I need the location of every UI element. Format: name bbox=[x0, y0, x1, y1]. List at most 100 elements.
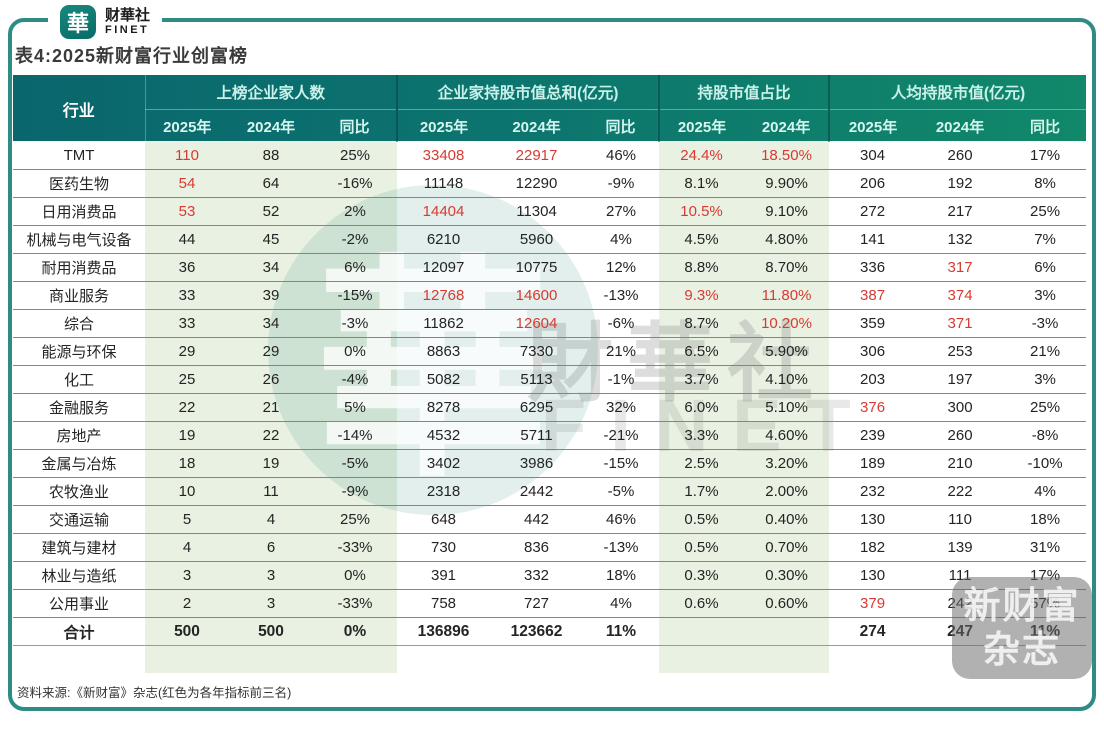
industry-cell: 日用消费品 bbox=[13, 197, 145, 226]
value-cell: 260 bbox=[916, 142, 1005, 170]
value-cell: 371 bbox=[916, 309, 1005, 338]
value-cell: 31% bbox=[1004, 533, 1087, 562]
value-cell: -3% bbox=[1004, 309, 1087, 338]
value-cell: 242 bbox=[916, 589, 1005, 618]
value-cell: 4% bbox=[583, 225, 660, 254]
value-cell: 6% bbox=[313, 253, 397, 282]
value-cell: 758 bbox=[397, 589, 490, 618]
value-cell: 387 bbox=[829, 281, 917, 310]
value-cell: 3 bbox=[145, 561, 229, 590]
value-cell: 206 bbox=[829, 169, 917, 198]
value-cell: 46% bbox=[583, 505, 660, 534]
table-row: 交通运输 5 4 25% 648 442 46% 0.5% 0.40% 130 110 18% bbox=[13, 505, 1087, 534]
value-cell: 52 bbox=[229, 197, 313, 226]
value-cell: 376 bbox=[829, 393, 917, 422]
value-cell: 110 bbox=[916, 505, 1005, 534]
year-header: 2025年 bbox=[658, 109, 745, 142]
value-cell: 139 bbox=[916, 533, 1005, 562]
total-row: 合计 500 500 0% 136896 123662 11% 274 247 11% bbox=[13, 617, 1087, 646]
value-cell: 2442 bbox=[490, 477, 583, 506]
group-header-entrepreneur-count: 上榜企业家人数 bbox=[144, 75, 397, 110]
value-cell: 111 bbox=[916, 561, 1005, 590]
value-cell: 18 bbox=[145, 449, 229, 478]
value-cell: 8.7% bbox=[659, 309, 745, 338]
value-cell: 25% bbox=[313, 505, 397, 534]
value-cell: 1.7% bbox=[659, 477, 745, 506]
year-header: 2025年 bbox=[144, 109, 229, 142]
group-header-value-share: 持股市值占比 bbox=[658, 75, 830, 110]
value-cell: 25% bbox=[1004, 393, 1087, 422]
value-cell: 24.4% bbox=[659, 142, 745, 170]
value-cell: 10775 bbox=[490, 253, 583, 282]
industry-cell: 金融服务 bbox=[13, 393, 145, 422]
value-cell: 0% bbox=[313, 617, 397, 646]
value-cell: 2 bbox=[145, 589, 229, 618]
value-cell: 5 bbox=[145, 505, 229, 534]
value-cell: 4% bbox=[1004, 477, 1087, 506]
table-row: 商业服务 33 39 -15% 12768 14600 -13% 9.3% 11.80% 387 3… bbox=[13, 281, 1087, 310]
year-header: 2024年 bbox=[246, 118, 296, 136]
value-cell: 4 bbox=[229, 505, 313, 534]
value-cell: 33 bbox=[145, 281, 229, 310]
value-cell: 33 bbox=[145, 309, 229, 338]
table-header: 行业 上榜企业家人数 企业家持股市值总和(亿元) 持股市值占比 人均持股市值(亿… bbox=[13, 75, 1087, 142]
value-cell: 836 bbox=[490, 533, 583, 562]
value-cell: 304 bbox=[829, 142, 917, 170]
value-cell: 272 bbox=[829, 197, 917, 226]
table-row: 公用事业 2 3 -33% 758 727 4% 0.6% 0.60% 379 242 57% bbox=[13, 589, 1087, 618]
value-cell: 2.5% bbox=[659, 449, 745, 478]
value-cell: 12290 bbox=[490, 169, 583, 198]
industry-cell: 房地产 bbox=[13, 421, 145, 450]
value-cell: 0.3% bbox=[659, 561, 745, 590]
value-cell: 3% bbox=[1004, 365, 1087, 394]
year-header: 同比 bbox=[339, 118, 370, 136]
value-cell: 3.3% bbox=[659, 421, 745, 450]
value-cell: 203 bbox=[829, 365, 917, 394]
value-cell: 18% bbox=[583, 561, 660, 590]
industry-cell: 农牧渔业 bbox=[13, 477, 145, 506]
value-cell: 8278 bbox=[397, 393, 490, 422]
value-cell: 4.60% bbox=[744, 421, 830, 450]
value-cell: -9% bbox=[583, 169, 660, 198]
source-note: 资料来源:《新财富》杂志(红色为各年指标前三名) bbox=[17, 686, 292, 700]
value-cell: 123662 bbox=[490, 617, 583, 646]
table-body: TMT 110 88 25% 33408 22917 46% 24.4% 18.50% 304 26… bbox=[13, 142, 1087, 646]
table-row: 农牧渔业 10 11 -9% 2318 2442 -5% 1.7% 2.00% 232 222 4% bbox=[13, 477, 1087, 506]
industry-cell: 交通运输 bbox=[13, 505, 145, 534]
value-cell: 9.90% bbox=[744, 169, 830, 198]
value-cell: -5% bbox=[313, 449, 397, 478]
value-cell: 197 bbox=[916, 365, 1005, 394]
value-cell: 21 bbox=[229, 393, 313, 422]
value-cell: 232 bbox=[829, 477, 917, 506]
value-cell: 11148 bbox=[397, 169, 490, 198]
value-cell: 5.10% bbox=[744, 393, 830, 422]
value-cell: 189 bbox=[829, 449, 917, 478]
value-cell: 136896 bbox=[397, 617, 490, 646]
value-cell: 12768 bbox=[397, 281, 490, 310]
value-cell: 0.5% bbox=[659, 505, 745, 534]
year-header: 同比 bbox=[1030, 118, 1061, 136]
value-cell: 46% bbox=[583, 142, 660, 170]
value-cell: 0.60% bbox=[744, 589, 830, 618]
value-cell: 4% bbox=[583, 589, 660, 618]
value-cell: 11 bbox=[229, 477, 313, 506]
value-cell: -33% bbox=[313, 533, 397, 562]
value-cell: 17% bbox=[1004, 561, 1087, 590]
industry-cell: TMT bbox=[13, 142, 145, 170]
value-cell: 500 bbox=[145, 617, 229, 646]
value-cell: 18.50% bbox=[744, 142, 830, 170]
brand-name-cn: 财華社 bbox=[105, 7, 151, 25]
industry-cell: 耐用消费品 bbox=[13, 253, 145, 282]
table-row: 化工 25 26 -4% 5082 5113 -1% 3.7% 4.10% 203 197 3% bbox=[13, 365, 1087, 394]
value-cell: 4532 bbox=[397, 421, 490, 450]
industry-cell: 合计 bbox=[13, 617, 145, 646]
value-cell: 648 bbox=[397, 505, 490, 534]
value-cell: 3.20% bbox=[744, 449, 830, 478]
value-cell: 332 bbox=[490, 561, 583, 590]
value-cell: 14404 bbox=[397, 197, 490, 226]
value-cell: 3402 bbox=[397, 449, 490, 478]
value-cell: 5082 bbox=[397, 365, 490, 394]
value-cell: 274 bbox=[829, 617, 917, 646]
value-cell: 217 bbox=[916, 197, 1005, 226]
value-cell: 6295 bbox=[490, 393, 583, 422]
